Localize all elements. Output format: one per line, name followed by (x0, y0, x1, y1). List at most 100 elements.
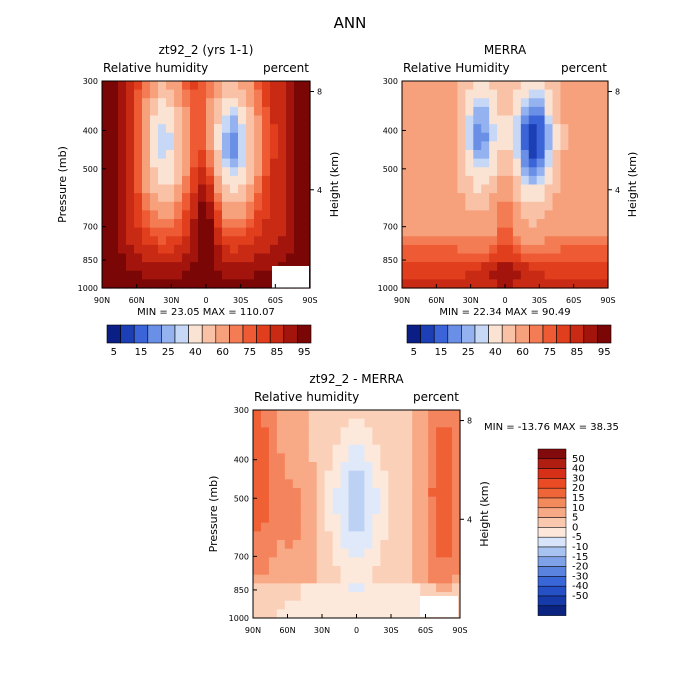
heatmap-cell (348, 496, 358, 506)
heatmap-cell (425, 124, 435, 134)
heatmap-cell (457, 219, 466, 229)
heatmap-cell (284, 540, 294, 550)
heatmap-cell (356, 574, 366, 584)
heatmap-cell (425, 106, 435, 117)
heatmap-cell (268, 566, 278, 576)
heatmap-cell (214, 193, 223, 203)
heatmap-cell (584, 210, 593, 220)
colorbar-swatch (420, 324, 435, 344)
heatmap-cell (253, 436, 262, 446)
heatmap-cell (348, 609, 358, 619)
heatmap-cell (425, 270, 435, 280)
heatmap-cell (134, 175, 143, 186)
heatmap-cell (150, 244, 159, 255)
heatmap-cell (340, 479, 350, 489)
heatmap-cell (356, 566, 366, 576)
heatmap-cell (270, 167, 279, 177)
heatmap-cell (457, 236, 466, 246)
heatmap-cell (222, 193, 231, 203)
heatmap-cell (436, 410, 445, 420)
heatmap-cell (520, 81, 530, 91)
heatmap-cell (452, 566, 461, 576)
heatmap-cell (166, 98, 175, 108)
heatmap-cell (441, 106, 451, 117)
heatmap-cell (433, 201, 443, 211)
heatmap-cell (340, 444, 350, 454)
y-right-tick-label: 8 (317, 88, 322, 97)
heatmap-cell (340, 436, 350, 446)
heatmap-cell (520, 132, 530, 142)
heatmap-cell (268, 479, 278, 489)
heatmap-cell (512, 150, 522, 160)
heatmap-cell (142, 184, 151, 194)
heatmap-cell (134, 279, 143, 289)
heatmap-cell (278, 81, 287, 91)
heatmap-cell (396, 600, 405, 610)
heatmap-cell (356, 410, 366, 420)
x-tick-label: 30N (463, 296, 479, 305)
heatmap-cell (253, 453, 262, 463)
heatmap-cell (412, 531, 421, 541)
heatmap-cell (276, 566, 286, 576)
heatmap-cell (126, 253, 135, 263)
heatmap-cell (465, 81, 474, 91)
heatmap-cell (544, 167, 554, 177)
heatmap-cell (324, 496, 334, 506)
heatmap-cell (166, 150, 175, 160)
heatmap-cell (512, 201, 522, 211)
heatmap-cell (300, 522, 310, 532)
heatmap-cell (238, 253, 247, 263)
heatmap-cell (433, 219, 443, 229)
heatmap-cell (278, 106, 287, 117)
heatmap-cell (260, 522, 270, 532)
heatmap-cell (284, 418, 294, 428)
x-tick-label: 30N (163, 296, 179, 305)
heatmap-cell (356, 514, 366, 524)
heatmap-cell (190, 115, 199, 125)
heatmap-cell (166, 279, 175, 289)
heatmap-cell (246, 175, 255, 186)
x-tick-label: 0 (502, 296, 507, 305)
heatmap-cell (340, 557, 350, 567)
heatmap-cell (276, 505, 286, 515)
heatmap-cell (150, 193, 159, 203)
heatmap-cell (340, 427, 350, 437)
heatmap-cell (340, 566, 350, 576)
heatmap-cell (308, 470, 318, 480)
heatmap-cell (294, 89, 303, 99)
heatmap-cell (126, 270, 135, 280)
heatmap-cell (190, 98, 199, 108)
heatmap-cell (254, 262, 263, 272)
heatmap-cell (473, 141, 482, 151)
heatmap-cell (150, 150, 159, 160)
heatmap-cell (238, 210, 247, 220)
heatmap-cell (262, 89, 271, 99)
heatmap-cell (324, 418, 334, 428)
heatmap-cell (230, 219, 239, 229)
heatmap-cell (584, 236, 593, 246)
heatmap-cell (198, 227, 207, 237)
heatmap-cell (260, 427, 270, 437)
heatmap-cell (110, 106, 119, 117)
heatmap-cell (332, 583, 342, 593)
heatmap-cell (308, 444, 318, 454)
heatmap-cell (396, 609, 405, 619)
heatmap-cell (364, 462, 374, 472)
heatmap-cell (497, 150, 506, 160)
heatmap-cell (300, 462, 310, 472)
heatmap-cell (134, 184, 143, 194)
heatmap-cell (102, 244, 111, 255)
heatmap-cell (417, 106, 427, 117)
heatmap-cell (396, 444, 405, 454)
heatmap-cell (278, 141, 287, 151)
heatmap-cell (214, 227, 223, 237)
heatmap-cell (568, 262, 577, 272)
heatmap-cell (262, 158, 271, 168)
heatmap-cell (465, 279, 474, 289)
heatmap-cell (592, 219, 601, 229)
heatmap-cell (150, 167, 159, 177)
panel-stats: MIN = -13.76 MAX = 38.35 (484, 422, 619, 433)
heatmap-cell (142, 253, 151, 263)
heatmap-cell (409, 132, 419, 142)
y-tick-label: 500 (234, 494, 249, 503)
